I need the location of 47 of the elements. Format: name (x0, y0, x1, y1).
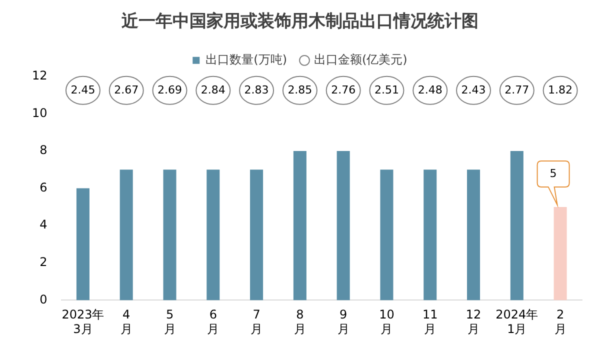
legend-label: 出口金额(亿美元) (314, 52, 408, 67)
annotation: 2.45 (70, 83, 96, 96)
x-tick-label: 9 月 (337, 308, 350, 336)
annotation: 2.43 (461, 83, 486, 96)
y-tick-label: 0 (40, 292, 48, 306)
bar (250, 170, 264, 300)
chart-title: 近一年中国家用或装饰用木制品出口情况统计图 (120, 12, 478, 32)
annotation: 2.48 (418, 83, 442, 96)
annotation: 2.51 (374, 83, 399, 96)
x-tick-label: 4 月 (120, 308, 132, 336)
x-tick-label: 12 月 (466, 308, 482, 336)
bar (380, 170, 394, 300)
y-tick-label: 6 (40, 180, 48, 194)
bar (120, 170, 133, 300)
annotation: 2.84 (200, 83, 226, 96)
bar (467, 170, 480, 300)
annotation: 2.69 (158, 83, 182, 96)
bar (424, 170, 437, 300)
y-tick-label: 8 (40, 143, 48, 158)
bar (163, 170, 176, 300)
x-tick-label: 8 月 (294, 308, 306, 336)
x-tick-label: 7 月 (250, 308, 263, 336)
y-tick-label: 4 (40, 218, 48, 232)
annotation: 2.85 (288, 83, 312, 96)
bar (510, 151, 524, 300)
annotation: 2.76 (331, 83, 356, 96)
bar (336, 151, 350, 300)
data-label: 5 (550, 166, 557, 180)
x-tick-label: 2024年 1月 (496, 308, 538, 336)
x-tick-label: 2023年 3月 (62, 308, 104, 336)
x-tick-label: 10 月 (379, 308, 394, 336)
y-tick-label: 12 (32, 68, 48, 83)
annotation: 2.67 (114, 83, 139, 96)
annotation: 1.82 (548, 83, 573, 96)
bar (293, 151, 306, 300)
x-tick-label: 2 月 (554, 308, 566, 336)
x-tick-label: 11 月 (422, 308, 438, 336)
y-tick-label: 2 (40, 255, 48, 270)
x-tick-label: 6 月 (207, 308, 220, 336)
bar (554, 206, 567, 300)
bar (206, 170, 220, 300)
bar (76, 188, 90, 300)
x-tick-label: 5 月 (164, 308, 176, 336)
annotation: 2.83 (244, 83, 269, 96)
y-tick-label: 10 (32, 106, 48, 120)
annotation: 2.77 (504, 83, 530, 96)
legend-label: 出口数量(万吨) (206, 52, 288, 67)
